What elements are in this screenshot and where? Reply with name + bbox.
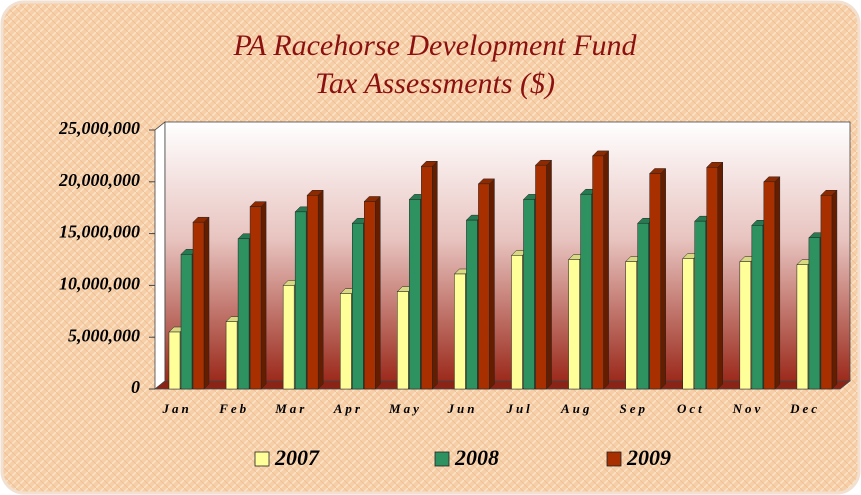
bar-side	[774, 176, 781, 390]
bar	[592, 155, 604, 390]
back-wall	[164, 121, 851, 382]
bar	[409, 199, 421, 390]
bar	[421, 166, 433, 390]
bar	[808, 237, 821, 390]
bar-side	[603, 150, 609, 390]
x-tick-label: Mar	[274, 401, 307, 416]
bar-side	[831, 189, 838, 390]
bar	[282, 285, 295, 390]
bar-side	[375, 195, 381, 390]
legend-swatch	[606, 451, 622, 467]
bar	[180, 254, 193, 390]
y-tick-label: 5,000,000	[68, 325, 140, 345]
bar	[294, 211, 307, 390]
bar-side	[717, 161, 723, 390]
bar-side	[260, 201, 267, 390]
bar	[694, 220, 706, 390]
bar	[454, 273, 466, 390]
bar	[535, 164, 547, 390]
bar	[637, 222, 649, 390]
bar	[796, 264, 809, 390]
bar	[706, 167, 718, 390]
bar	[249, 206, 262, 390]
x-tick-label: Dec	[789, 401, 820, 416]
bar	[340, 293, 352, 390]
bar	[649, 173, 661, 390]
legend-label: 2008	[454, 445, 499, 470]
bar	[751, 225, 764, 390]
side-wall	[154, 121, 166, 390]
bar	[739, 261, 752, 390]
bar	[306, 195, 319, 390]
bar	[168, 331, 181, 390]
bar	[352, 222, 364, 390]
bar	[511, 255, 523, 390]
bar-side	[432, 160, 438, 390]
bar	[682, 258, 694, 390]
bar	[466, 219, 478, 390]
x-tick-label: Sep	[620, 401, 649, 416]
bar	[820, 195, 833, 390]
bar-side	[203, 216, 210, 390]
legend-label: 2009	[626, 445, 671, 470]
x-tick-label: Jul	[505, 401, 532, 416]
x-tick-label: Apr	[333, 401, 363, 416]
chart-subtitle: Tax Assessments ($)	[315, 67, 555, 100]
legend-swatch	[254, 451, 270, 467]
floor	[153, 380, 852, 390]
bar	[478, 183, 490, 390]
bar	[237, 238, 250, 390]
bar-side	[546, 159, 552, 390]
y-tick-label: 10,000,000	[59, 274, 140, 294]
bar	[580, 193, 592, 390]
bar	[192, 221, 205, 390]
y-tick-label: 25,000,000	[58, 118, 140, 138]
x-tick-label: Nov	[732, 401, 764, 416]
bar	[568, 259, 580, 390]
x-tick-label: Oct	[677, 401, 705, 416]
x-tick-label: Jun	[447, 401, 478, 416]
bar	[523, 199, 535, 390]
y-tick-label: 20,000,000	[58, 170, 140, 190]
bar-side	[489, 178, 495, 390]
x-tick-label: May	[388, 401, 422, 416]
bar	[364, 201, 376, 390]
legend-swatch	[434, 451, 450, 467]
x-tick-label: Aug	[560, 401, 592, 416]
bar	[225, 321, 238, 390]
y-tick-label: 0	[131, 377, 140, 397]
legend-label: 2007	[274, 445, 320, 470]
bar-side	[660, 167, 666, 390]
bar-side	[317, 189, 324, 390]
bar	[397, 291, 409, 390]
bar	[763, 181, 776, 390]
x-tick-label: Feb	[218, 401, 249, 416]
y-tick-label: 15,000,000	[59, 222, 140, 242]
x-tick-label: Jan	[162, 401, 192, 416]
bar	[625, 261, 637, 390]
chart-title: PA Racehorse Development Fund	[233, 29, 638, 62]
